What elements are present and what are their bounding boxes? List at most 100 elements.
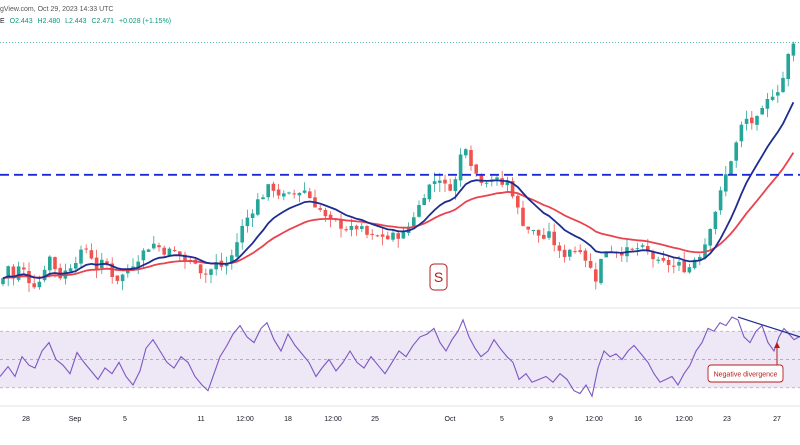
candle-body-90	[469, 150, 473, 166]
candle-body-7	[37, 281, 42, 288]
candle-body-147	[765, 99, 770, 109]
candle-body-113	[588, 261, 593, 268]
candle-body-76	[396, 233, 400, 239]
candle-body-17	[89, 250, 94, 259]
candle-body-21	[110, 263, 114, 277]
candle-body-77	[401, 231, 406, 239]
candle-body-46	[240, 225, 244, 243]
candle-body-114	[594, 269, 598, 282]
candle-body-85	[443, 179, 447, 184]
candle-body-100	[521, 207, 525, 226]
candle-body-13	[68, 268, 73, 272]
x-tick-label-4: 12:00	[236, 416, 254, 423]
x-tick-label-14: 23	[723, 416, 731, 423]
candle-body-67	[349, 226, 354, 230]
candle-body-111	[578, 250, 582, 253]
candle-body-33	[172, 250, 177, 252]
candle-body-58	[302, 190, 307, 193]
candle-body-84	[438, 180, 442, 183]
x-tick-label-13: 12:00	[675, 416, 693, 423]
candle-body-109	[568, 249, 572, 257]
ohlc-high: H2.480	[37, 18, 61, 25]
divergence-label-text: Negative divergence	[714, 372, 778, 379]
candle-body-59	[308, 191, 312, 199]
candle-body-87	[453, 179, 458, 192]
sell-marker-box	[429, 263, 448, 291]
candle-body-93	[484, 182, 489, 184]
candle-body-18	[94, 257, 99, 270]
candle-body-75	[391, 232, 395, 240]
rsi-line	[0, 316, 800, 398]
candle-body-88	[458, 154, 463, 181]
candle-body-29	[152, 243, 156, 249]
candle-body-26	[136, 261, 140, 268]
candle-body-40	[209, 269, 213, 275]
sell-marker: S	[429, 263, 448, 291]
candle-body-70	[365, 226, 369, 235]
x-tick-label-6: 12:00	[324, 416, 342, 423]
candle-body-136	[708, 229, 712, 246]
ohlc-close: C2.471	[91, 18, 115, 25]
candle-body-132	[687, 267, 692, 273]
candle-body-68	[354, 225, 359, 230]
candle-body-20	[105, 261, 109, 264]
candle-body-39	[204, 273, 208, 275]
candle-body-97	[505, 181, 510, 186]
candle-body-30	[157, 245, 161, 248]
x-tick-label-3: 11	[197, 416, 204, 423]
sell-marker-label: S	[434, 269, 443, 285]
candle-body-73	[380, 234, 385, 237]
candle-body-128	[666, 260, 671, 266]
candle-body-32	[167, 248, 172, 256]
candle-body-48	[250, 213, 255, 218]
x-tick-label-12: 16	[634, 416, 642, 423]
rsi-pane[interactable]: Negative divergence	[0, 307, 800, 398]
candle-body-14	[74, 263, 78, 269]
candle-body-107	[557, 245, 562, 251]
price-pane[interactable]: S	[0, 41, 800, 292]
x-tick-label-9: 5	[500, 416, 504, 423]
candle-body-83	[432, 181, 437, 184]
candle-body-24	[126, 269, 130, 274]
x-tick-label-5: 18	[284, 416, 292, 423]
candle-body-115	[599, 258, 603, 284]
candle-body-16	[84, 248, 88, 250]
candle-body-145	[755, 116, 759, 125]
candle-body-72	[375, 235, 380, 237]
divergence-line	[737, 316, 800, 338]
ema-fast-line	[2, 101, 795, 280]
candle-body-8	[42, 269, 47, 281]
candle-body-140	[729, 161, 733, 175]
candle-body-151	[786, 54, 790, 79]
candle-body-71	[370, 233, 374, 235]
candle-body-121	[630, 248, 634, 250]
candle-body-31	[162, 247, 166, 255]
candle-body-125	[651, 252, 655, 260]
candle-body-61	[318, 208, 322, 210]
x-tick-label-11: 12:00	[585, 416, 603, 423]
candle-body-112	[583, 250, 588, 261]
candle-body-131	[682, 261, 686, 273]
candle-body-91	[474, 164, 478, 174]
candle-body-146	[760, 108, 764, 115]
candle-body-9	[48, 256, 52, 271]
candle-body-142	[739, 124, 744, 142]
candle-body-47	[245, 217, 250, 227]
candle-body-139	[724, 174, 728, 192]
x-tick-label-1: Sep	[69, 416, 82, 423]
candle-body-41	[214, 262, 218, 270]
divergence-arrow-head	[774, 342, 780, 348]
candle-body-35	[183, 254, 187, 261]
candle-body-56	[292, 193, 296, 195]
candle-body-45	[235, 242, 239, 257]
candle-body-23	[120, 274, 125, 282]
candle-body-99	[516, 195, 520, 208]
candle-body-127	[661, 258, 666, 261]
candle-body-122	[635, 248, 640, 250]
candle-body-130	[677, 262, 681, 266]
ema-slow-line	[2, 152, 795, 280]
x-axis: 28 Sep 5 11 12:00 18 12:00 25 Oct 5 9 12:00 16 12:00 2…	[0, 405, 800, 423]
candle-body-104	[542, 234, 546, 239]
candle-body-49	[256, 199, 260, 215]
